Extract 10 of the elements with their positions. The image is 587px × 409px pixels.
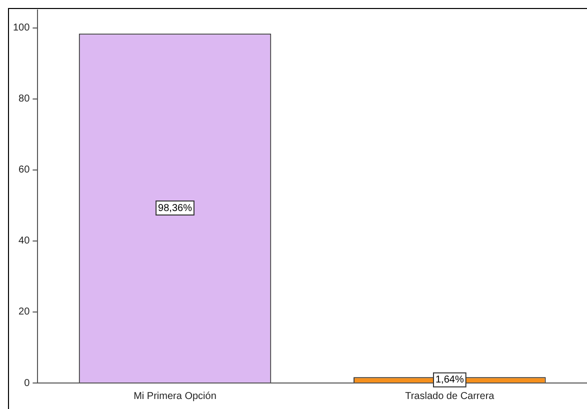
y-tick-label: 100 (12, 22, 30, 34)
data-label: 98,36% (158, 202, 192, 214)
y-tick-label: 20 (18, 306, 30, 318)
y-tick-label: 0 (24, 378, 30, 389)
data-label: 1,64% (435, 374, 464, 386)
y-tick-label: 40 (18, 236, 30, 247)
x-tick-label: Traslado de Carrera (405, 390, 495, 402)
y-tick-label: 80 (18, 94, 30, 105)
y-tick-label: 60 (18, 164, 30, 176)
x-tick-label: Mi Primera Opción (134, 390, 216, 402)
